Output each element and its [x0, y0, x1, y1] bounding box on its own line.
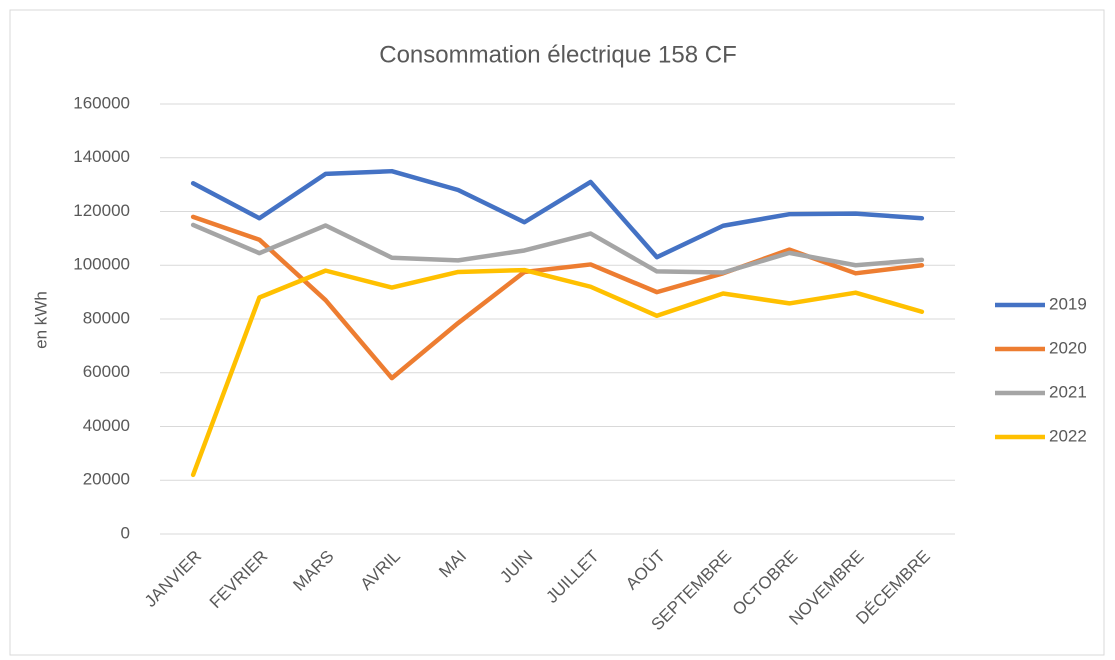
legend-label: 2021: [1049, 382, 1087, 401]
y-tick-label: 160000: [73, 93, 130, 112]
y-tick-label: 60000: [83, 362, 130, 381]
line-series: [190, 267, 925, 478]
chart-title: Consommation électrique 158 CF: [379, 41, 737, 68]
y-tick-label: 40000: [83, 416, 130, 435]
line-series: [190, 222, 925, 275]
y-tick-label: 0: [121, 523, 130, 542]
y-tick-label: 80000: [83, 308, 130, 327]
y-axis-label: en kWh: [31, 291, 50, 349]
chart-border: [9, 9, 1105, 656]
y-tick-label: 140000: [73, 147, 130, 166]
line-series: [190, 168, 925, 260]
legend-label: 2022: [1049, 426, 1087, 445]
legend-label: 2019: [1049, 294, 1087, 313]
y-tick-label: 100000: [73, 255, 130, 274]
y-tick-label: 20000: [83, 470, 130, 489]
y-tick-label: 120000: [73, 201, 130, 220]
legend-label: 2020: [1049, 338, 1087, 357]
